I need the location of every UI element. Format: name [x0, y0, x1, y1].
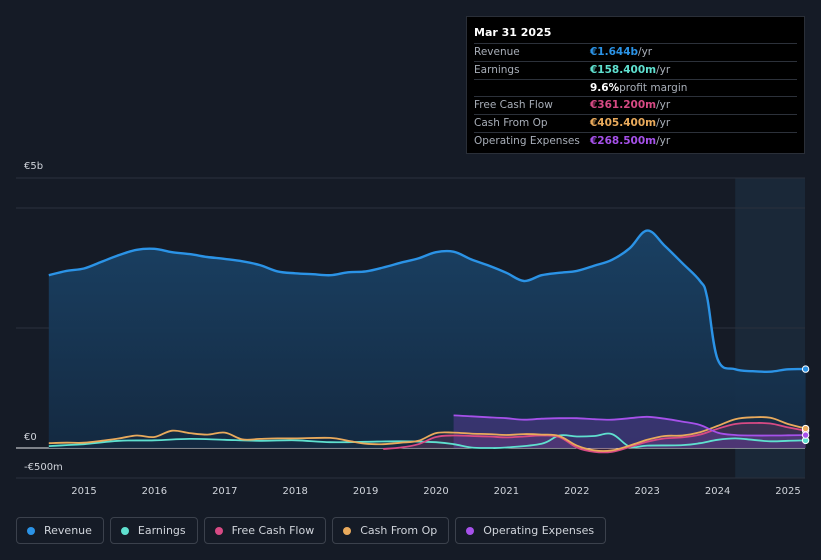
tooltip-row-value: €158.400m: [590, 63, 657, 76]
tooltip-row-label: Free Cash Flow: [474, 99, 553, 112]
legend-item-cash-from-op[interactable]: Cash From Op: [332, 517, 450, 544]
x-tick-label: 2016: [142, 486, 167, 497]
y-tick-label: €0: [24, 432, 37, 443]
revenue-line: [48, 229, 806, 374]
tooltip-row-unit: profit margin: [619, 81, 688, 94]
cash-from-op-line: [48, 416, 806, 452]
cash-from-op-endpoint: [801, 424, 810, 433]
tooltip-row-value: €361.200m: [590, 99, 657, 112]
tooltip-row-unit: /yr: [638, 46, 653, 58]
x-tick-label: 2025: [775, 486, 800, 497]
tooltip-row-value: €268.500m: [590, 134, 657, 147]
tooltip-row-value: 9.6%: [590, 81, 620, 94]
tooltip-row-unit: /yr: [656, 99, 671, 112]
chart: €5b €0 -€500m 2015 2016 2017 2018 2019 2020 2021…: [16, 161, 810, 497]
series-areas: [48, 230, 806, 453]
x-tick-label: 2019: [353, 486, 378, 497]
legend-item-free-cash-flow[interactable]: Free Cash Flow: [203, 517, 327, 544]
legend-item-earnings[interactable]: Earnings: [109, 517, 198, 544]
y-axis-labels: €5b €0 -€500m: [24, 161, 63, 473]
operating-expenses-line: [453, 414, 806, 437]
legend-label: Cash From Op: [360, 524, 438, 537]
data-tooltip: Mar 31 2025 Revenue €1.644b /yr Earnings €1…: [466, 16, 805, 154]
y-tick-label: €5b: [24, 161, 43, 172]
tooltip-row: Earnings €158.400m /yr: [474, 62, 797, 80]
tooltip-row-value: €405.400m: [590, 117, 657, 130]
tooltip-rows: Revenue €1.644b /yr Earnings €158.400m /yr 9…: [474, 44, 797, 150]
revenue-area: [48, 230, 806, 448]
tooltip-row-unit: /yr: [656, 134, 671, 147]
legend-dot-icon: [27, 526, 35, 535]
legend-dot-icon: [120, 526, 129, 535]
legend-label: Free Cash Flow: [231, 524, 315, 537]
legend-dot-icon: [214, 526, 223, 535]
tooltip-row-value: €1.644b: [590, 46, 639, 58]
tooltip-row-label: Revenue: [474, 46, 520, 58]
tooltip-row-label: Operating Expenses: [474, 134, 580, 147]
x-axis-labels: 2015 2016 2017 2018 2019 2020 2021 2022 2023 2024…: [71, 486, 800, 497]
y-tick-label: -€500m: [24, 462, 63, 473]
revenue-endpoint: [801, 365, 810, 373]
tooltip-row-unit: /yr: [656, 117, 671, 130]
free-cash-flow-area: [383, 422, 806, 453]
legend-item-revenue[interactable]: Revenue: [16, 517, 104, 544]
tooltip-row-label: [474, 80, 590, 97]
legend-dot-icon: [343, 526, 352, 535]
free-cash-flow-line: [383, 422, 806, 454]
legend: Revenue Earnings Free Cash Flow Cash From O…: [16, 517, 607, 544]
tooltip-row: Cash From Op €405.400m /yr: [474, 115, 797, 133]
tooltip-date: Mar 31 2025: [474, 24, 797, 44]
operating-expenses-endpoint: [801, 431, 810, 439]
series-endpoints: [801, 365, 810, 445]
x-tick-label: 2020: [423, 486, 448, 497]
tooltip-row: Operating Expenses €268.500m /yr: [474, 133, 797, 150]
tooltip-row: Free Cash Flow €361.200m /yr: [474, 97, 797, 116]
tooltip-row-label: Cash From Op: [474, 117, 548, 130]
tooltip-row: Revenue €1.644b /yr: [474, 44, 797, 62]
legend-label: Earnings: [137, 524, 186, 537]
x-tick-label: 2023: [634, 486, 659, 497]
x-tick-label: 2015: [71, 486, 96, 497]
series-lines: [48, 229, 806, 454]
earnings-line: [48, 432, 806, 449]
x-tick-label: 2021: [494, 486, 519, 497]
x-tick-label: 2017: [212, 486, 237, 497]
x-tick-label: 2022: [564, 486, 589, 497]
legend-label: Operating Expenses: [483, 524, 595, 537]
tooltip-row-label: Earnings: [474, 63, 520, 76]
legend-label: Revenue: [44, 524, 92, 537]
legend-dot-icon: [466, 526, 475, 535]
tooltip-row-unit: /yr: [656, 63, 671, 76]
tooltip-row: 9.6% profit margin: [474, 80, 797, 98]
x-tick-label: 2018: [282, 486, 307, 497]
x-tick-label: 2024: [705, 486, 730, 497]
legend-item-operating-expenses[interactable]: Operating Expenses: [455, 517, 607, 544]
